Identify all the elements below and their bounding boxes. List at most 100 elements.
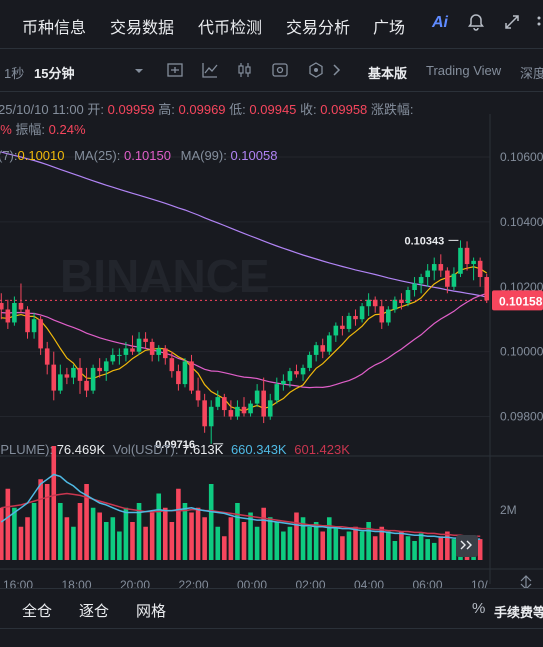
low-label: 低: [229,102,246,117]
ma99-line [1,151,487,298]
candle-body [438,264,444,271]
dropdown-icon[interactable] [134,63,152,81]
candle-body [471,260,476,265]
volume-bar [44,484,50,560]
candle-body [222,397,227,411]
candle-body [110,354,116,362]
volume-bar [281,531,286,560]
candle-body [51,364,57,391]
bell-icon[interactable] [466,12,490,36]
percent-icon[interactable]: % [472,600,486,617]
volume-bar [294,512,299,560]
volume-bar [267,517,273,560]
candle-body [451,273,457,287]
volume-bar [287,526,293,560]
candle-body [458,247,463,274]
volume-bar [353,526,358,560]
more-icon[interactable] [534,12,543,36]
candle-settings-icon[interactable] [236,61,254,79]
tab-coin-info[interactable]: 币种信息 [22,20,87,37]
interval-15m[interactable]: 15分钟 [34,66,75,81]
max-price-label: 0.10343 [404,235,444,247]
ma7-label: (7): [0,148,18,163]
candle-body [64,374,70,378]
vol-ma10-line [1,492,481,538]
hexagon-icon[interactable] [307,61,325,79]
volume-bar [64,517,70,560]
candle-body [208,406,214,427]
tab-square[interactable]: 广场 [373,20,406,37]
volume-bar [222,536,227,560]
volume-bar [261,507,266,560]
price-tick-label: 0.10600 [500,150,543,164]
settings-icon[interactable] [271,61,289,79]
candle-body [149,341,155,355]
volume-bar [195,507,201,560]
ai-button[interactable]: Ai [432,14,448,31]
price-tick-label: 0.09800 [500,410,543,424]
candle-body [176,371,181,385]
candle-body [399,299,404,303]
candle-body [445,270,450,287]
volume-bar [386,531,391,560]
vol-plume-value: 76.469K [56,442,106,457]
margin-mode-bar: 全仓 逐仓 网格 % 手续费等 [0,588,543,629]
scroll-latest-button[interactable] [456,535,478,557]
ma99-label: MA(99): [180,148,227,163]
tab-trade-data[interactable]: 交易数据 [110,20,175,37]
candle-body [162,348,168,359]
tab-trade-analysis[interactable]: 交易分析 [286,20,351,37]
volume-bar [241,522,247,560]
price-chart[interactable]: BINANCE 0.10600 0.10400 0.10200 0.10000 0.09… [0,92,543,632]
tab-token-check[interactable]: 代币检测 [198,20,263,37]
volume-bar [136,503,142,560]
expand-icon[interactable] [502,12,526,36]
candle-body [241,406,247,414]
ohlc-info: 25/10/10 11:00 开: 0.09959 高: 0.09969 低: … [0,100,543,166]
view-basic[interactable]: 基本版 [368,66,408,81]
volume-bar [228,517,234,560]
candle-body [340,325,345,329]
volume-bar [274,522,280,560]
candle-body [202,400,207,427]
volume-bar [445,531,450,560]
fee-label[interactable]: 手续费等 [494,605,543,620]
volume-bar [425,539,430,560]
tab-cross-margin[interactable]: 全仓 [22,603,53,620]
volume-bar [326,517,332,560]
binance-watermark: BINANCE [60,250,270,302]
vol-usdt-value: 7.613K [182,442,224,457]
volume-bar [149,512,155,560]
candle-body [0,302,4,310]
chevron-right-icon[interactable] [330,61,348,79]
amplitude-value: 0.24% [48,122,86,137]
candle-body [392,299,398,310]
volume-bar [110,517,116,560]
view-tradingview[interactable]: Trading View [426,63,502,78]
candle-body [228,410,234,417]
volume-bar [51,446,57,560]
open-value: 0.09959 [107,102,155,117]
interval-1s[interactable]: 1秒 [4,66,25,81]
tab-isolated-margin[interactable]: 逐仓 [79,603,110,620]
min-price-label: 0.09716 [155,439,195,451]
volume-bar [182,503,188,560]
ma25-line [1,292,487,389]
indicators-icon[interactable] [166,61,184,79]
candle-body [215,397,221,407]
candle-body [372,299,378,307]
high-value: 0.09969 [178,102,226,117]
volume-bar [18,526,24,560]
high-label: 高: [158,102,175,117]
candle-body [425,270,430,278]
volume-bar [77,503,83,560]
volume-bar [359,531,365,560]
volume-bar [340,536,345,560]
tab-grid[interactable]: 网格 [136,603,167,620]
volume-bar [169,522,175,560]
volume-bar [90,507,96,560]
chart-type-icon[interactable] [201,61,219,79]
close-label: 收: [300,102,317,117]
volume-bar [0,507,4,560]
view-depth[interactable]: 深度 [520,66,543,81]
